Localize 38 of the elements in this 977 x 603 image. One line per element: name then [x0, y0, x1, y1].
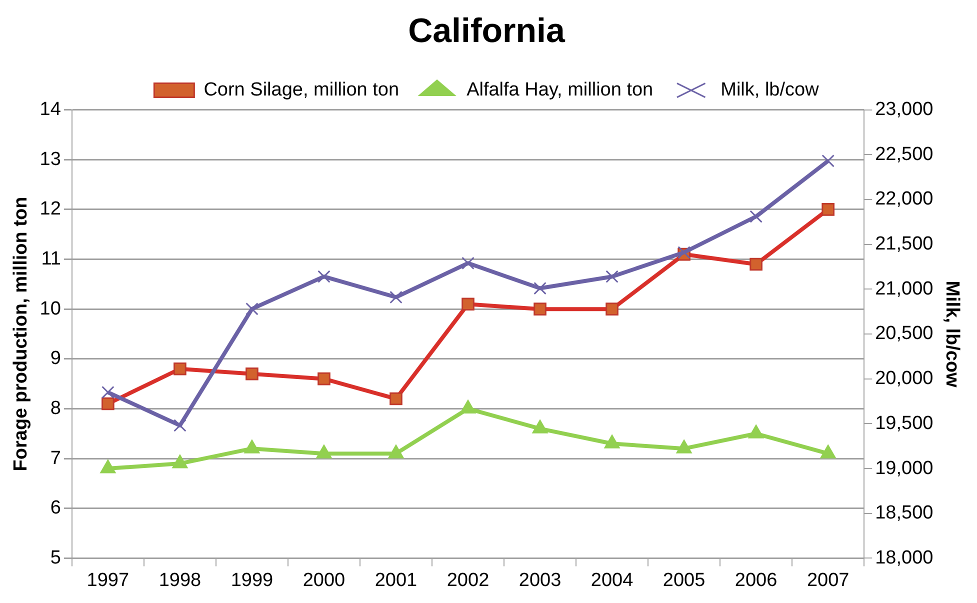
y-tick-label: 9: [50, 348, 61, 370]
x-tick-label: 2000: [302, 570, 346, 591]
x-tick-label: 2003: [518, 570, 562, 591]
legend-label: Alfalfa Hay, million ton: [466, 80, 654, 101]
y2-tick-label: 20,500: [875, 323, 934, 344]
x-tick-label: 1998: [158, 570, 202, 591]
x-tick-label: 2006: [734, 570, 778, 591]
x-tick-label: 1999: [230, 570, 274, 591]
y-tick-label: 13: [40, 148, 61, 170]
y2-tick-label: 19,000: [875, 458, 934, 479]
y2-tick-label: 22,500: [875, 144, 934, 165]
x-tick-label: 1997: [86, 570, 130, 591]
y-axis-title: Forage production, million ton: [10, 196, 32, 472]
y2-tick-label: 22,000: [875, 188, 934, 210]
x-tick-label: 2001: [374, 570, 418, 591]
y-tick-label: 6: [50, 498, 61, 519]
y2-axis-title: Milk, lb/cow: [941, 280, 962, 388]
x-tick-label: 2002: [446, 570, 490, 591]
legend-label: Corn Silage, million ton: [204, 80, 400, 101]
x-tick-label: 2007: [806, 570, 850, 591]
y2-tick-label: 21,000: [875, 278, 934, 300]
y2-tick-label: 21,500: [875, 234, 934, 255]
y2-tick-label: 18,500: [875, 502, 934, 524]
y-tick-label: 8: [50, 398, 61, 419]
y2-tick-label: 19,500: [875, 412, 934, 434]
x-tick-label: 2004: [590, 570, 634, 591]
y-tick-label: 11: [41, 248, 61, 270]
y2-tick-label: 20,000: [875, 368, 934, 390]
y-tick-label: 10: [40, 298, 61, 320]
legend-label: Milk, lb/cow: [720, 80, 820, 101]
y2-tick-label: 18,000: [875, 547, 934, 568]
x-tick-label: 2005: [662, 570, 706, 591]
chart-title: California: [408, 12, 566, 50]
y2-tick-label: 23,000: [875, 99, 934, 120]
y-tick-label: 12: [40, 198, 61, 220]
y-tick-label: 5: [50, 547, 61, 568]
y-tick-label: 14: [40, 99, 62, 120]
y-tick-label: 7: [50, 448, 61, 469]
